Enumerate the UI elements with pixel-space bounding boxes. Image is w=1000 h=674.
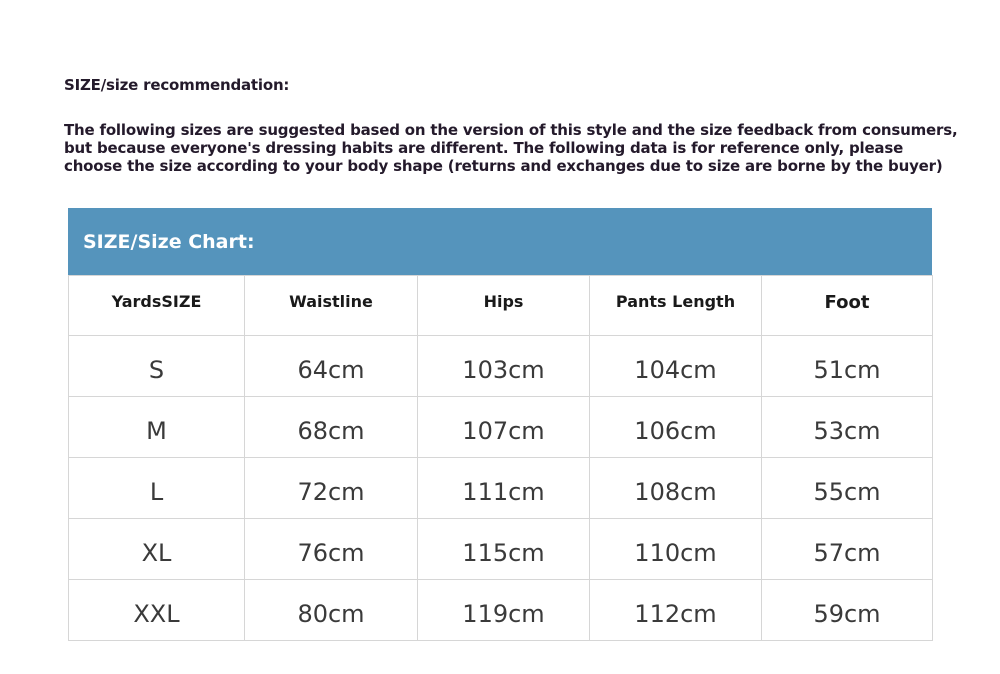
- measurement-cell: 112cm: [589, 579, 762, 641]
- measurement-cell: 72cm: [244, 457, 418, 519]
- measurement-cell: 103cm: [417, 335, 590, 397]
- measurement-cell: 64cm: [244, 335, 418, 397]
- measurement-cell: 57cm: [761, 518, 933, 580]
- measurement-cell: 106cm: [589, 396, 762, 458]
- measurement-cell: 108cm: [589, 457, 762, 519]
- measurement-cell: 119cm: [417, 579, 590, 641]
- column-header: Hips: [417, 275, 590, 336]
- measurement-cell: 53cm: [761, 396, 933, 458]
- measurement-cell: 68cm: [244, 396, 418, 458]
- size-chart-heading: SIZE/Size Chart:: [68, 208, 932, 275]
- measurement-cell: 80cm: [244, 579, 418, 641]
- table-row: XL 76cm 115cm 110cm 57cm: [68, 518, 933, 580]
- table-row: M 68cm 107cm 106cm 53cm: [68, 396, 933, 458]
- size-cell: M: [68, 396, 245, 458]
- column-header: Foot: [761, 275, 933, 336]
- size-chart: SIZE/Size Chart: YardsSIZE Waistline Hip…: [68, 208, 933, 641]
- size-table: YardsSIZE Waistline Hips Pants Length Fo…: [68, 275, 933, 641]
- measurement-cell: 111cm: [417, 457, 590, 519]
- measurement-cell: 110cm: [589, 518, 762, 580]
- table-header-row: YardsSIZE Waistline Hips Pants Length Fo…: [68, 275, 933, 336]
- column-header: YardsSIZE: [68, 275, 245, 336]
- size-cell: XXL: [68, 579, 245, 641]
- measurement-cell: 59cm: [761, 579, 933, 641]
- size-cell: S: [68, 335, 245, 397]
- measurement-cell: 115cm: [417, 518, 590, 580]
- page-title: SIZE/size recommendation:: [64, 76, 290, 94]
- measurement-cell: 55cm: [761, 457, 933, 519]
- size-cell: XL: [68, 518, 245, 580]
- measurement-cell: 76cm: [244, 518, 418, 580]
- measurement-cell: 104cm: [589, 335, 762, 397]
- table-row: XXL 80cm 119cm 112cm 59cm: [68, 579, 933, 641]
- table-row: S 64cm 103cm 104cm 51cm: [68, 335, 933, 397]
- size-cell: L: [68, 457, 245, 519]
- table-row: L 72cm 111cm 108cm 55cm: [68, 457, 933, 519]
- column-header: Waistline: [244, 275, 418, 336]
- measurement-cell: 51cm: [761, 335, 933, 397]
- column-header: Pants Length: [589, 275, 762, 336]
- intro-text: The following sizes are suggested based …: [64, 121, 958, 175]
- measurement-cell: 107cm: [417, 396, 590, 458]
